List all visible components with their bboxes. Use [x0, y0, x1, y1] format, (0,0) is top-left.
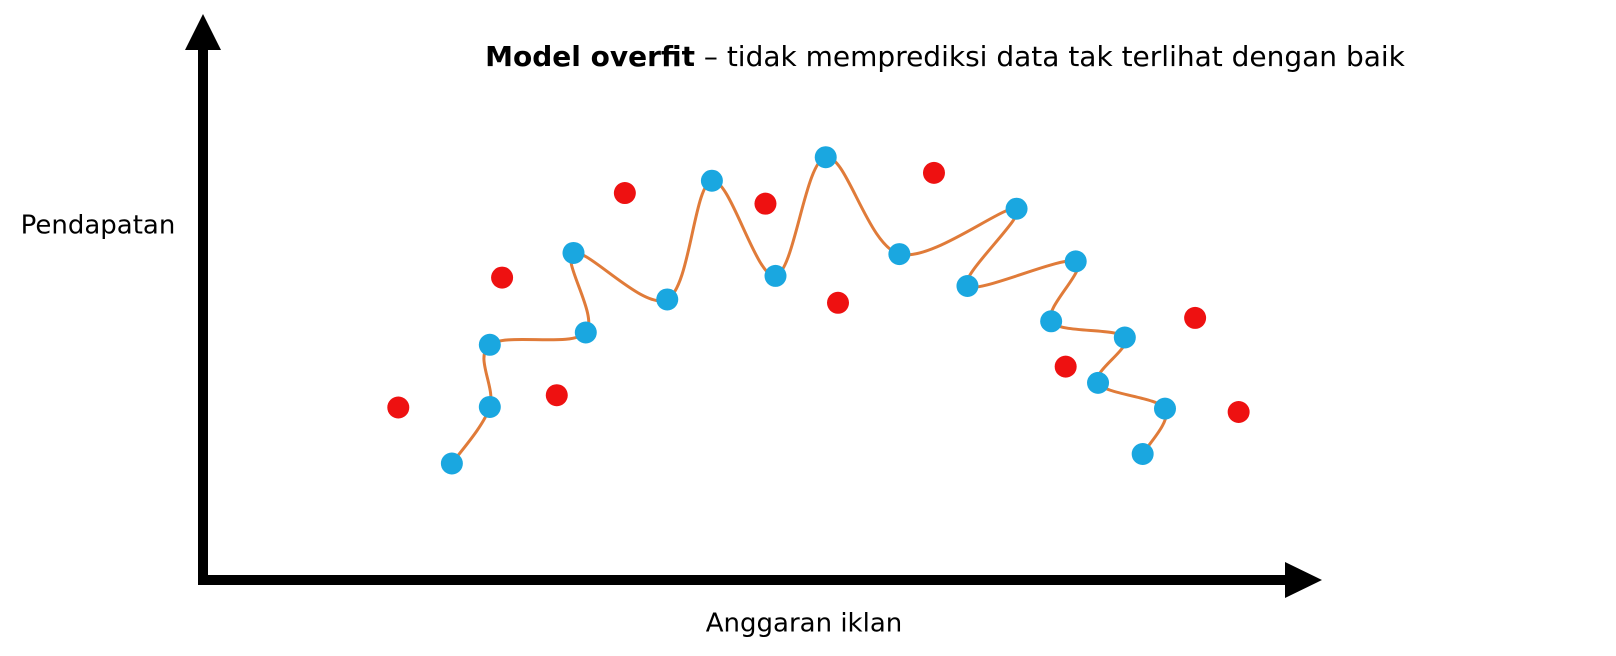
data-point [478, 395, 501, 418]
data-point [574, 321, 597, 344]
data-point [656, 288, 679, 311]
data-point [700, 169, 723, 192]
data-point [754, 192, 777, 215]
data-point [613, 182, 636, 205]
title-rest: – tidak memprediksi data tak terlihat de… [695, 40, 1406, 73]
data-point [764, 264, 787, 287]
data-point [440, 452, 463, 475]
data-point [491, 266, 514, 289]
data-point [888, 243, 911, 266]
data-point [1153, 397, 1176, 420]
x-axis-arrow [1285, 562, 1322, 598]
data-point [1113, 326, 1136, 349]
data-point [1005, 197, 1028, 220]
data-point [956, 275, 979, 297]
data-point [1087, 371, 1110, 394]
data-point [1227, 401, 1250, 423]
data-point [827, 291, 850, 314]
fit-curve [450, 155, 1168, 465]
y-axis-label: Pendapatan [21, 211, 176, 241]
data-point [1131, 443, 1154, 465]
data-point [1054, 355, 1077, 378]
data-point [1064, 250, 1087, 273]
y-axis-arrow [185, 14, 221, 50]
title-bold: Model overfit [485, 40, 695, 73]
data-point [1184, 306, 1207, 329]
data-point [814, 146, 837, 169]
data-point [387, 396, 410, 419]
data-point [545, 384, 568, 407]
x-axis-label: Anggaran iklan [706, 609, 903, 639]
chart-title: Model overfit – tidak memprediksi data t… [485, 40, 1406, 73]
data-point [478, 333, 501, 356]
data-point [922, 161, 945, 184]
data-point [562, 241, 585, 264]
data-point [1040, 310, 1063, 333]
